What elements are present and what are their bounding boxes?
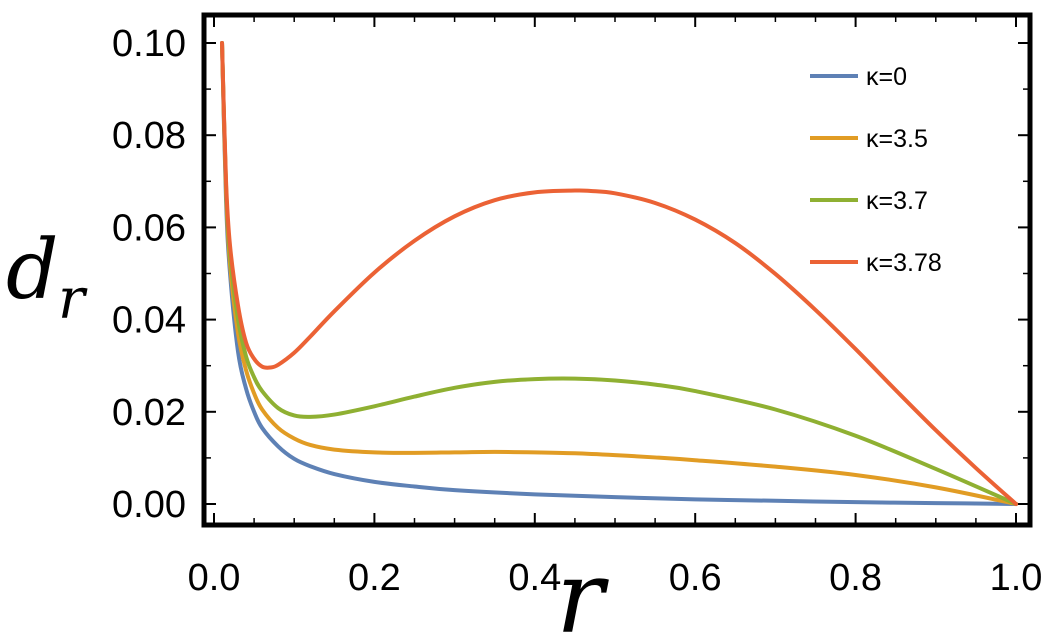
series-line-3: [220, 41, 1018, 506]
y-tick-label: 0.02: [112, 392, 186, 434]
series-lines: [220, 41, 1018, 506]
y-axis-label: d: [6, 223, 59, 318]
y-tick-label: 0.08: [112, 115, 186, 157]
x-tick-label: 0.6: [669, 557, 722, 599]
legend-label: κ=3.78: [866, 249, 942, 277]
series-line-0: [220, 41, 1018, 506]
plot-frame: [201, 12, 1033, 528]
y-tick-label: 0.04: [112, 300, 186, 342]
x-tick-label: 1.0: [990, 557, 1043, 599]
axis-ticks: 0.0 0.2 0.4 0.6 0.8 1.0 0.00 0.02 0.04 0.06 0.08 0.…: [112, 15, 1042, 599]
series-line-1: [220, 41, 1018, 506]
x-axis-label: r: [556, 539, 609, 639]
legend-label: κ=3.7: [866, 187, 928, 215]
y-tick-label: 0.06: [112, 207, 186, 249]
y-axis-label-subscript: r: [58, 267, 88, 332]
y-tick-label: 0.00: [112, 484, 186, 526]
x-tick-label: 0.4: [508, 557, 561, 599]
series-line-2: [220, 41, 1018, 506]
x-tick-label: 0.0: [188, 557, 241, 599]
y-tick-label: 0.10: [112, 23, 186, 65]
legend: κ=0 κ=3.5 κ=3.7 κ=3.78: [810, 63, 942, 277]
legend-label: κ=0: [866, 63, 907, 91]
x-tick-label: 0.2: [348, 557, 401, 599]
legend-label: κ=3.5: [866, 125, 928, 153]
x-tick-label: 0.8: [829, 557, 882, 599]
